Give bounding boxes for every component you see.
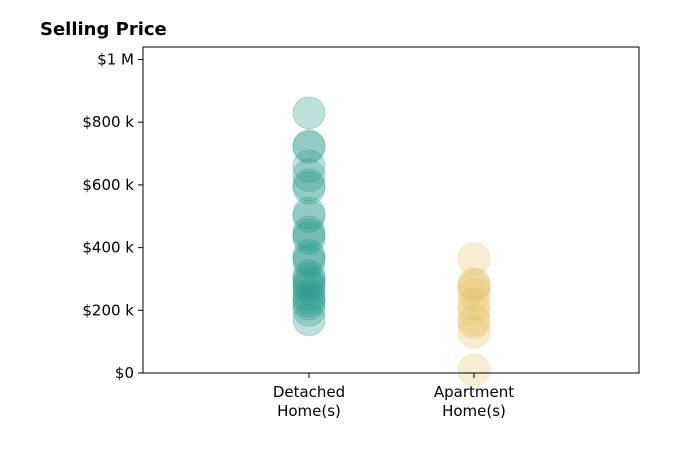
- data-point: [292, 196, 326, 230]
- y-tick-label: $600 k: [82, 176, 134, 194]
- data-point: [457, 268, 491, 302]
- data-point: [292, 245, 326, 279]
- y-tick-label: $200 k: [82, 301, 134, 319]
- data-point: [292, 268, 326, 302]
- data-point: [292, 303, 326, 337]
- data-point: [457, 271, 491, 305]
- data-point: [292, 287, 326, 321]
- y-axis: $0 $200 k $400 k $600 k $800 k $1 M: [82, 51, 143, 382]
- data-point: [292, 199, 326, 233]
- data-point: [457, 353, 491, 387]
- data-point: [292, 271, 326, 305]
- x-tick-label: Home(s): [442, 402, 506, 420]
- data-point: [292, 265, 326, 299]
- data-point: [292, 278, 326, 312]
- data-point: [292, 281, 326, 315]
- data-point: [292, 221, 326, 255]
- data-point: [457, 315, 491, 349]
- data-point: [457, 242, 491, 276]
- data-point: [292, 262, 326, 296]
- data-point: [292, 96, 326, 130]
- data-points: [292, 96, 491, 387]
- data-point: [292, 218, 326, 252]
- data-point: [292, 129, 326, 163]
- data-point: [457, 287, 491, 321]
- data-point: [292, 215, 326, 249]
- x-tick-label: Home(s): [277, 402, 341, 420]
- data-point: [457, 293, 491, 327]
- x-tick-label: Apartment: [434, 383, 514, 401]
- data-point: [292, 168, 326, 202]
- data-point: [292, 149, 326, 183]
- data-point: [292, 242, 326, 276]
- y-tick-label: $800 k: [82, 113, 134, 131]
- plot-area: [142, 46, 640, 374]
- data-point: [292, 238, 326, 272]
- data-point: [292, 284, 326, 318]
- data-point: [457, 278, 491, 312]
- data-point: [457, 303, 491, 337]
- data-point: [292, 171, 326, 205]
- data-point: [292, 130, 326, 164]
- data-point: [292, 259, 326, 293]
- y-tick-label: $400 k: [82, 239, 134, 257]
- data-point: [457, 267, 491, 301]
- data-point: [292, 159, 326, 193]
- x-tick-label: Detached: [273, 383, 345, 401]
- data-point: [457, 306, 491, 340]
- chart-title: Selling Price: [40, 19, 167, 40]
- y-tick-label: $0: [115, 364, 134, 382]
- y-tick-label: $1 M: [97, 51, 134, 69]
- data-point: [292, 293, 326, 327]
